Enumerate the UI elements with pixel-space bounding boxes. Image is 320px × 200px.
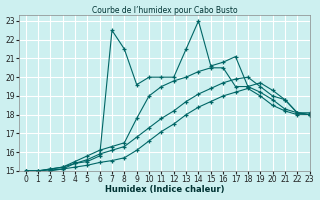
X-axis label: Humidex (Indice chaleur): Humidex (Indice chaleur) xyxy=(105,185,224,194)
Title: Courbe de l’humidex pour Cabo Busto: Courbe de l’humidex pour Cabo Busto xyxy=(92,6,237,15)
